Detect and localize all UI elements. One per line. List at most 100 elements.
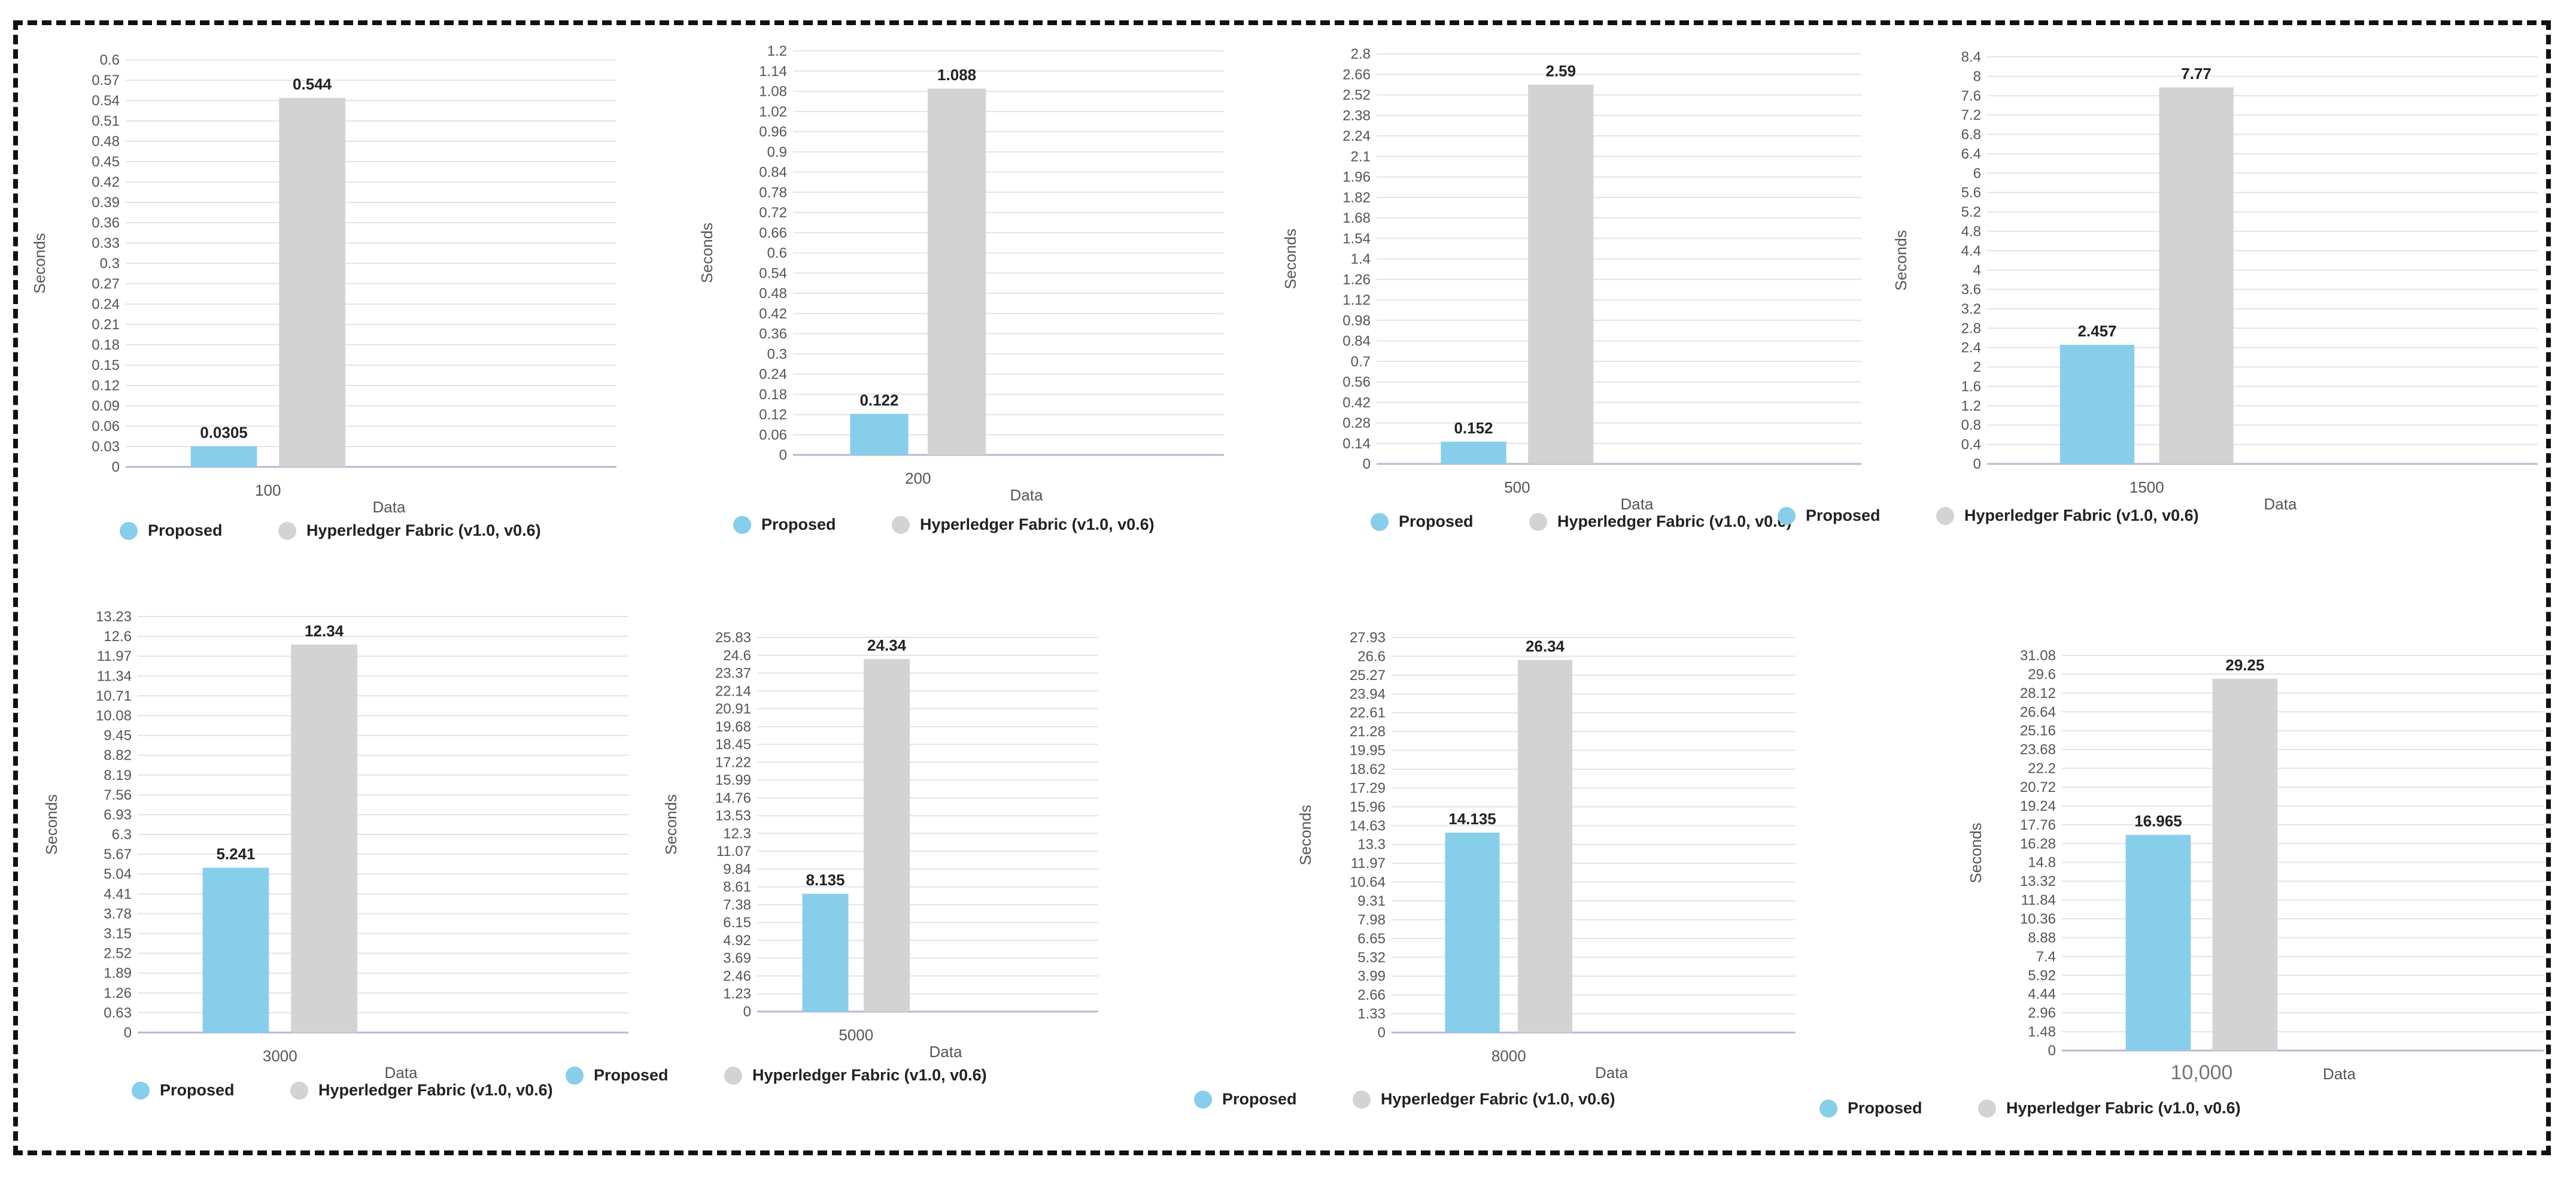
y-tick-label: 1.6 <box>1961 378 1981 394</box>
x-axis-title: Data <box>385 1064 418 1082</box>
y-tick-label: 0.54 <box>759 265 787 281</box>
y-tick-label: 0.42 <box>759 306 787 322</box>
data-label: 5.241 <box>216 845 255 863</box>
legend-hyperledger-marker <box>290 1082 308 1100</box>
y-tick-label: 1.2 <box>1961 398 1981 414</box>
legend-proposed-marker <box>132 1082 150 1100</box>
y-tick-label: 0.8 <box>1961 417 1981 433</box>
y-tick-label: 0.84 <box>759 165 787 181</box>
legend-hyperledger-marker <box>278 522 296 540</box>
x-category-label: 1500 <box>2130 478 2164 496</box>
legend-proposed-label: Proposed <box>1848 1099 1922 1117</box>
y-axis-title: Seconds <box>31 233 48 293</box>
y-tick-label: 4.92 <box>723 933 751 949</box>
legend-proposed-label: Proposed <box>148 521 223 539</box>
y-tick-label: 31.08 <box>2020 648 2056 664</box>
y-tick-label: 1.68 <box>1342 210 1371 226</box>
y-tick-label: 23.68 <box>2020 742 2056 758</box>
y-tick-label: 13.23 <box>96 609 132 625</box>
legend-hyperledger-label: Hyperledger Fabric (v1.0, v0.6) <box>1381 1090 1615 1108</box>
y-tick-label: 0.18 <box>759 387 787 403</box>
dashed-border-frame <box>13 20 2551 1155</box>
y-tick-label: 11.84 <box>2021 892 2056 909</box>
data-label: 0.544 <box>293 75 332 93</box>
bar-hyperledger <box>2212 678 2278 1051</box>
y-tick-label: 4.44 <box>2028 986 2056 1003</box>
y-axis-title: Seconds <box>1967 822 1985 883</box>
y-tick-label: 3.6 <box>1961 282 1981 298</box>
legend-proposed-label: Proposed <box>160 1081 235 1099</box>
y-tick-label: 24.6 <box>723 648 751 664</box>
legend-hyperledger-label: Hyperledger Fabric (v1.0, v0.6) <box>306 521 541 539</box>
y-tick-label: 0.57 <box>92 72 120 89</box>
y-tick-label: 0.7 <box>1351 354 1371 370</box>
y-tick-label: 0.24 <box>92 296 120 312</box>
y-tick-label: 0.36 <box>759 326 787 342</box>
y-tick-label: 9.45 <box>104 728 132 744</box>
y-axis-title: Seconds <box>42 794 60 855</box>
y-tick-label: 2.52 <box>104 946 132 962</box>
y-tick-label: 23.37 <box>715 666 751 682</box>
y-tick-label: 1.08 <box>759 84 787 100</box>
y-tick-label: 0.3 <box>767 346 787 362</box>
bar-proposed <box>2125 834 2191 1051</box>
y-tick-label: 1.2 <box>767 43 787 59</box>
y-tick-label: 5.2 <box>1961 204 1981 220</box>
y-tick-label: 0 <box>112 459 120 475</box>
y-tick-label: 0.63 <box>104 1005 132 1021</box>
y-tick-label: 2.52 <box>1342 87 1371 104</box>
y-tick-label: 3.15 <box>104 926 132 942</box>
y-tick-label: 0.45 <box>92 154 120 170</box>
y-tick-label: 5.67 <box>104 846 132 863</box>
bar-proposed <box>1441 441 1506 464</box>
y-tick-label: 0.09 <box>92 398 120 414</box>
y-tick-label: 8.19 <box>104 767 132 784</box>
data-label: 29.25 <box>2225 656 2264 674</box>
y-tick-label: 0.42 <box>1342 394 1371 411</box>
y-tick-label: 0.78 <box>759 184 787 201</box>
y-tick-label: 3.69 <box>723 951 751 967</box>
legend-proposed-label: Proposed <box>1399 512 1474 530</box>
legend-proposed-label: Proposed <box>761 515 836 533</box>
y-tick-label: 14.76 <box>715 790 751 806</box>
y-tick-label: 2.8 <box>1961 320 1981 336</box>
legend-hyperledger-marker <box>724 1067 742 1085</box>
y-tick-label: 15.96 <box>1350 799 1386 815</box>
y-tick-label: 0.48 <box>92 133 120 150</box>
y-tick-label: 2.38 <box>1342 108 1371 124</box>
y-tick-label: 1.26 <box>1342 272 1371 288</box>
y-tick-label: 0.9 <box>767 144 787 160</box>
y-tick-label: 26.6 <box>1357 648 1386 664</box>
legend-proposed-label: Proposed <box>1222 1090 1297 1108</box>
y-tick-label: 0.06 <box>92 418 120 435</box>
y-tick-label: 25.27 <box>1350 667 1386 684</box>
y-axis-title: Seconds <box>1892 230 1910 290</box>
y-tick-label: 0.12 <box>92 378 120 394</box>
y-tick-label: 7.4 <box>2036 949 2056 965</box>
data-label: 0.152 <box>1454 419 1493 437</box>
legend-proposed-marker <box>1778 507 1796 525</box>
y-tick-label: 17.29 <box>1350 780 1386 796</box>
legend-hyperledger-label: Hyperledger Fabric (v1.0, v0.6) <box>1557 512 1792 530</box>
x-axis-title: Data <box>1595 1064 1628 1082</box>
y-tick-label: 17.76 <box>2020 817 2056 833</box>
data-label: 2.59 <box>1545 62 1576 80</box>
y-tick-label: 1.23 <box>723 986 751 1002</box>
y-tick-label: 10.36 <box>2020 911 2056 927</box>
x-axis-title: Data <box>2323 1065 2356 1083</box>
x-axis-title: Data <box>2264 495 2297 513</box>
y-tick-label: 0.3 <box>100 256 120 272</box>
y-tick-label: 8 <box>1973 68 1981 84</box>
y-tick-label: 6.15 <box>723 915 751 931</box>
legend-proposed-label: Proposed <box>1806 506 1881 524</box>
y-tick-label: 0.56 <box>1342 374 1371 390</box>
bar-proposed <box>2059 345 2135 464</box>
x-category-label: 200 <box>905 469 931 487</box>
y-tick-label: 1.54 <box>1342 230 1371 247</box>
y-tick-label: 4.41 <box>104 886 132 902</box>
bar-hyperledger <box>1517 660 1573 1033</box>
y-tick-label: 23.94 <box>1350 686 1386 702</box>
legend-hyperledger-marker <box>1978 1100 1996 1118</box>
y-tick-label: 19.95 <box>1350 743 1386 759</box>
y-tick-label: 22.61 <box>1350 705 1386 721</box>
